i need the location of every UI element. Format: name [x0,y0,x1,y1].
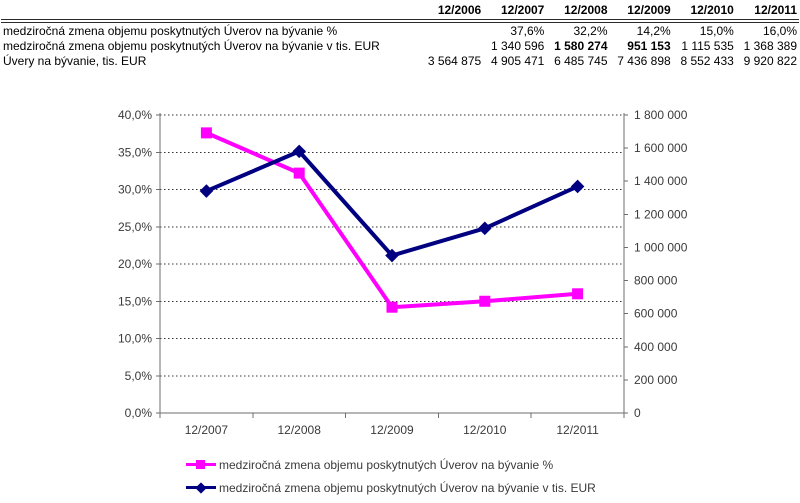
left-axis-label: 35,0% [118,145,152,159]
col-header-12-2011: 12/2011 [735,1,799,23]
left-axis-label: 15,0% [118,294,152,308]
cell: 15,0% [699,23,734,38]
square-marker-icon [200,127,212,139]
diamond-marker-icon [478,221,492,236]
x-axis-label: 12/2008 [278,423,322,437]
row-label: medziročná zmena objemu poskytnutých Úve… [3,23,338,38]
cell: 4 905 471 [490,53,545,68]
col-header-12-2006: 12/2006 [420,1,484,23]
left-axis-label: 10,0% [118,332,152,346]
series-line-left [205,131,578,310]
chart-legend: medziročná zmena objemu poskytnutých Úve… [186,453,596,499]
cell-bold: 951 153 [627,38,671,53]
summary-table: 12/2006 12/2007 12/2008 12/2009 12/2010 … [1,1,799,68]
x-axis-label: 12/2007 [185,423,229,437]
cell: 8 552 433 [680,53,734,68]
right-axis-label: 600 000 [634,307,678,321]
legend-square-icon [196,460,205,469]
left-axis-label: 30,0% [118,183,152,197]
table-corner-cell [1,1,421,23]
legend-marker-diamond [186,481,216,494]
cell-bold: 1 580 274 [554,38,608,53]
legend-diamond-icon [195,482,207,494]
col-header-12-2007: 12/2007 [483,1,547,23]
col-header-12-2008: 12/2008 [546,1,610,23]
cell: 32,2% [573,23,608,38]
cell: 37,6% [510,23,545,38]
cell: 6 485 745 [554,53,608,68]
legend-item-eur: medziročná zmena objemu poskytnutých Úve… [186,476,596,499]
table-row-yoy-eur: medziročná zmena objemu poskytnutých Úve… [1,38,799,53]
left-axis-label: 40,0% [118,108,152,122]
legend-marker-square [186,458,216,471]
cell [420,38,483,53]
table-row-total-loans: Úvery na bývanie, tis. EUR 3 564 875 4 9… [1,53,799,68]
right-axis-label: 1 600 000 [634,141,688,155]
left-axis-label: 0,0% [125,406,153,420]
right-axis-label: 400 000 [634,340,678,354]
square-marker-icon [386,301,398,313]
diamond-marker-icon [570,179,585,194]
cell: 3 564 875 [427,53,482,68]
table-row-yoy-percent: medziročná zmena objemu poskytnutých Úve… [1,21,799,38]
cell [420,21,483,38]
square-marker-icon [572,288,584,300]
x-axis-label: 12/2009 [370,423,414,437]
col-header-12-2010: 12/2010 [672,1,736,23]
square-marker-icon [479,295,491,307]
square-marker-icon [293,167,305,179]
series-line-right [205,149,579,258]
right-axis-label: 1 000 000 [634,240,688,254]
right-axis-label: 1 400 000 [634,174,688,188]
left-axis-label: 25,0% [118,220,152,234]
diamond-marker-icon [199,184,214,198]
left-axis-label: 5,0% [125,369,153,383]
right-axis-label: 1 200 000 [634,207,688,221]
right-axis-label: 800 000 [634,274,678,288]
left-axis-label: 20,0% [118,257,152,271]
legend-item-percent: medziročná zmena objemu poskytnutých Úve… [186,453,596,476]
diamond-marker-icon [292,144,306,159]
col-header-12-2009: 12/2009 [609,1,673,23]
cell: 1 115 535 [681,38,734,53]
cell: 16,0% [762,23,797,38]
legend-label-eur: medziročná zmena objemu poskytnutých Úve… [219,480,596,495]
x-axis-label: 12/2010 [463,423,507,437]
x-axis-label: 12/2011 [556,423,599,437]
cell: 1 368 389 [743,38,797,53]
cell: 1 340 596 [490,38,545,53]
right-axis-label: 0 [634,406,641,420]
right-axis-label: 1 800 000 [634,108,688,122]
cell: 14,2% [636,23,671,38]
right-axis-label: 200 000 [634,373,678,387]
row-label: Úvery na bývanie, tis. EUR [3,53,147,68]
cell: 7 436 898 [617,53,671,68]
table-header-row: 12/2006 12/2007 12/2008 12/2009 12/2010 … [1,1,799,23]
cell: 9 920 822 [743,53,797,68]
row-label: medziročná zmena objemu poskytnutých Úve… [3,38,380,53]
legend-label-percent: medziročná zmena objemu poskytnutých Úve… [219,457,554,472]
